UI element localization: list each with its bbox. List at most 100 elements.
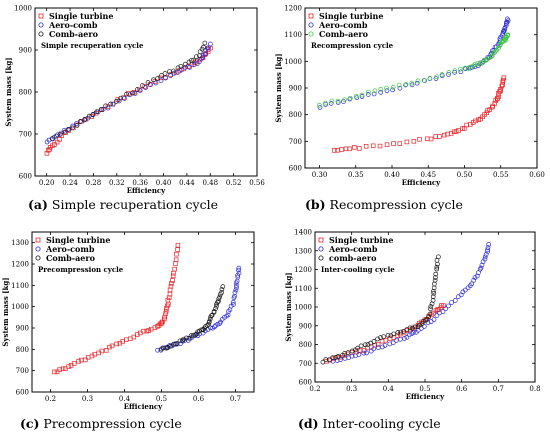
data-point: [452, 298, 458, 303]
data-point: [49, 136, 55, 141]
data-point: [231, 302, 236, 307]
x-tick-label: 0.4: [383, 385, 395, 393]
data-point: [489, 53, 495, 59]
y-tick-label: 800: [16, 346, 29, 354]
data-point: [343, 146, 349, 152]
y-tick-label: 800: [19, 89, 32, 97]
data-point: [110, 101, 116, 107]
data-point: [222, 314, 227, 320]
data-point: [433, 271, 439, 277]
data-point: [356, 352, 362, 357]
data-point: [158, 78, 164, 84]
x-tick-label: 0.45: [420, 171, 436, 179]
data-point: [175, 247, 180, 252]
data-point: [155, 324, 160, 329]
panel-caption: (a) Simple recuperation cycle: [28, 197, 218, 212]
data-point: [208, 41, 213, 47]
data-point: [462, 65, 468, 71]
legend-label: Single turbine: [46, 235, 110, 245]
data-point: [180, 337, 185, 343]
data-point: [500, 77, 506, 83]
data-point: [78, 357, 84, 363]
data-point: [114, 98, 119, 104]
data-point: [403, 82, 409, 87]
data-point: [213, 306, 218, 311]
data-point: [364, 350, 369, 356]
data-point: [162, 314, 167, 320]
data-point: [333, 355, 338, 360]
x-axis-label: Efficiency: [124, 402, 163, 411]
data-point: [224, 313, 229, 319]
data-point: [143, 85, 149, 90]
data-point: [60, 366, 66, 372]
data-point: [403, 82, 408, 88]
data-point: [342, 97, 347, 103]
data-point: [145, 80, 151, 85]
data-point: [441, 132, 447, 138]
legend-label: Aero-comb: [328, 244, 378, 254]
data-point: [189, 58, 194, 63]
y-tick-label: 900: [16, 325, 29, 333]
data-point: [71, 361, 77, 366]
data-point: [52, 369, 57, 375]
data-point: [471, 63, 476, 69]
y-tick-label: 1000: [284, 58, 302, 66]
data-point: [431, 281, 437, 287]
data-point: [434, 74, 440, 80]
y-tick-label: 1300: [294, 247, 312, 255]
data-point: [131, 90, 137, 95]
data-point: [236, 267, 241, 273]
data-point: [378, 86, 384, 92]
y-axis-label: System mass [kg]: [1, 277, 10, 346]
data-point: [421, 78, 427, 83]
data-point: [485, 245, 491, 250]
data-point: [83, 357, 88, 363]
data-point: [482, 254, 488, 260]
data-point: [500, 82, 505, 88]
data-point: [431, 290, 437, 296]
data-point: [412, 324, 418, 330]
data-point: [495, 45, 501, 51]
data-point: [456, 128, 461, 133]
series-3: [316, 32, 511, 108]
y-axis-label: System mass [kg]: [284, 272, 293, 341]
data-point: [94, 109, 100, 115]
data-point: [411, 139, 417, 144]
data-point: [130, 90, 136, 96]
data-point: [230, 299, 236, 305]
y-tick-label: 1200: [294, 266, 312, 274]
data-point: [446, 70, 452, 75]
data-point: [425, 136, 430, 142]
data-point: [338, 357, 343, 363]
data-point: [171, 70, 177, 76]
y-tick-label: 900: [19, 47, 32, 55]
data-point: [424, 316, 430, 322]
legend-label: Single turbine: [49, 11, 113, 21]
data-point: [415, 78, 421, 84]
data-point: [165, 297, 171, 303]
x-tick-label: 0.4: [119, 395, 131, 403]
data-point: [153, 80, 159, 86]
data-point: [335, 98, 341, 104]
data-point: [390, 87, 395, 93]
data-point: [473, 118, 478, 124]
data-point: [377, 143, 383, 149]
data-point: [395, 330, 401, 335]
legend-marker: [318, 237, 324, 243]
y-tick-label: 1100: [294, 285, 312, 293]
data-point: [485, 247, 490, 253]
data-point: [439, 72, 445, 77]
caption-text: Recompression cycle: [326, 197, 463, 212]
data-point: [234, 283, 239, 288]
data-point: [186, 64, 191, 69]
data-point: [503, 37, 509, 42]
x-tick-label: 0.5: [156, 395, 167, 403]
data-point: [131, 334, 137, 340]
data-point: [194, 54, 199, 60]
data-point: [157, 75, 163, 81]
data-point: [505, 32, 510, 38]
data-point: [163, 75, 168, 81]
data-point: [410, 325, 415, 331]
data-point: [140, 83, 145, 88]
data-point: [146, 328, 151, 333]
